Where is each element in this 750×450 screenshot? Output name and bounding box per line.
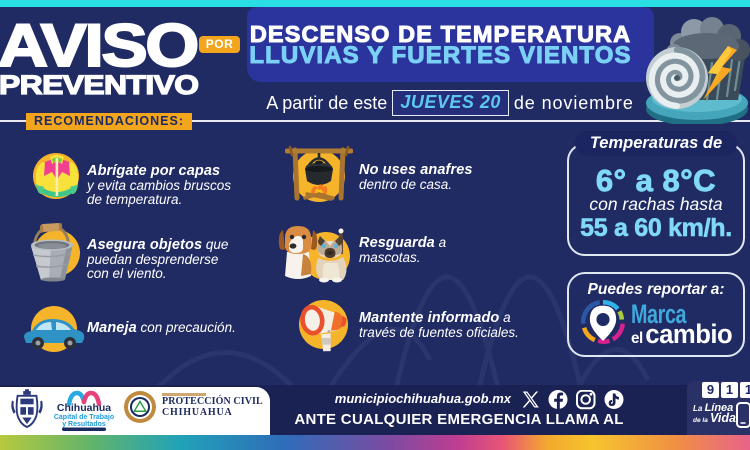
svg-text:y Resultados: y Resultados [62,421,106,428]
svg-text:Chihuahua: Chihuahua [57,402,111,414]
svg-text:Capital de Trabajo: Capital de Trabajo [54,414,114,421]
